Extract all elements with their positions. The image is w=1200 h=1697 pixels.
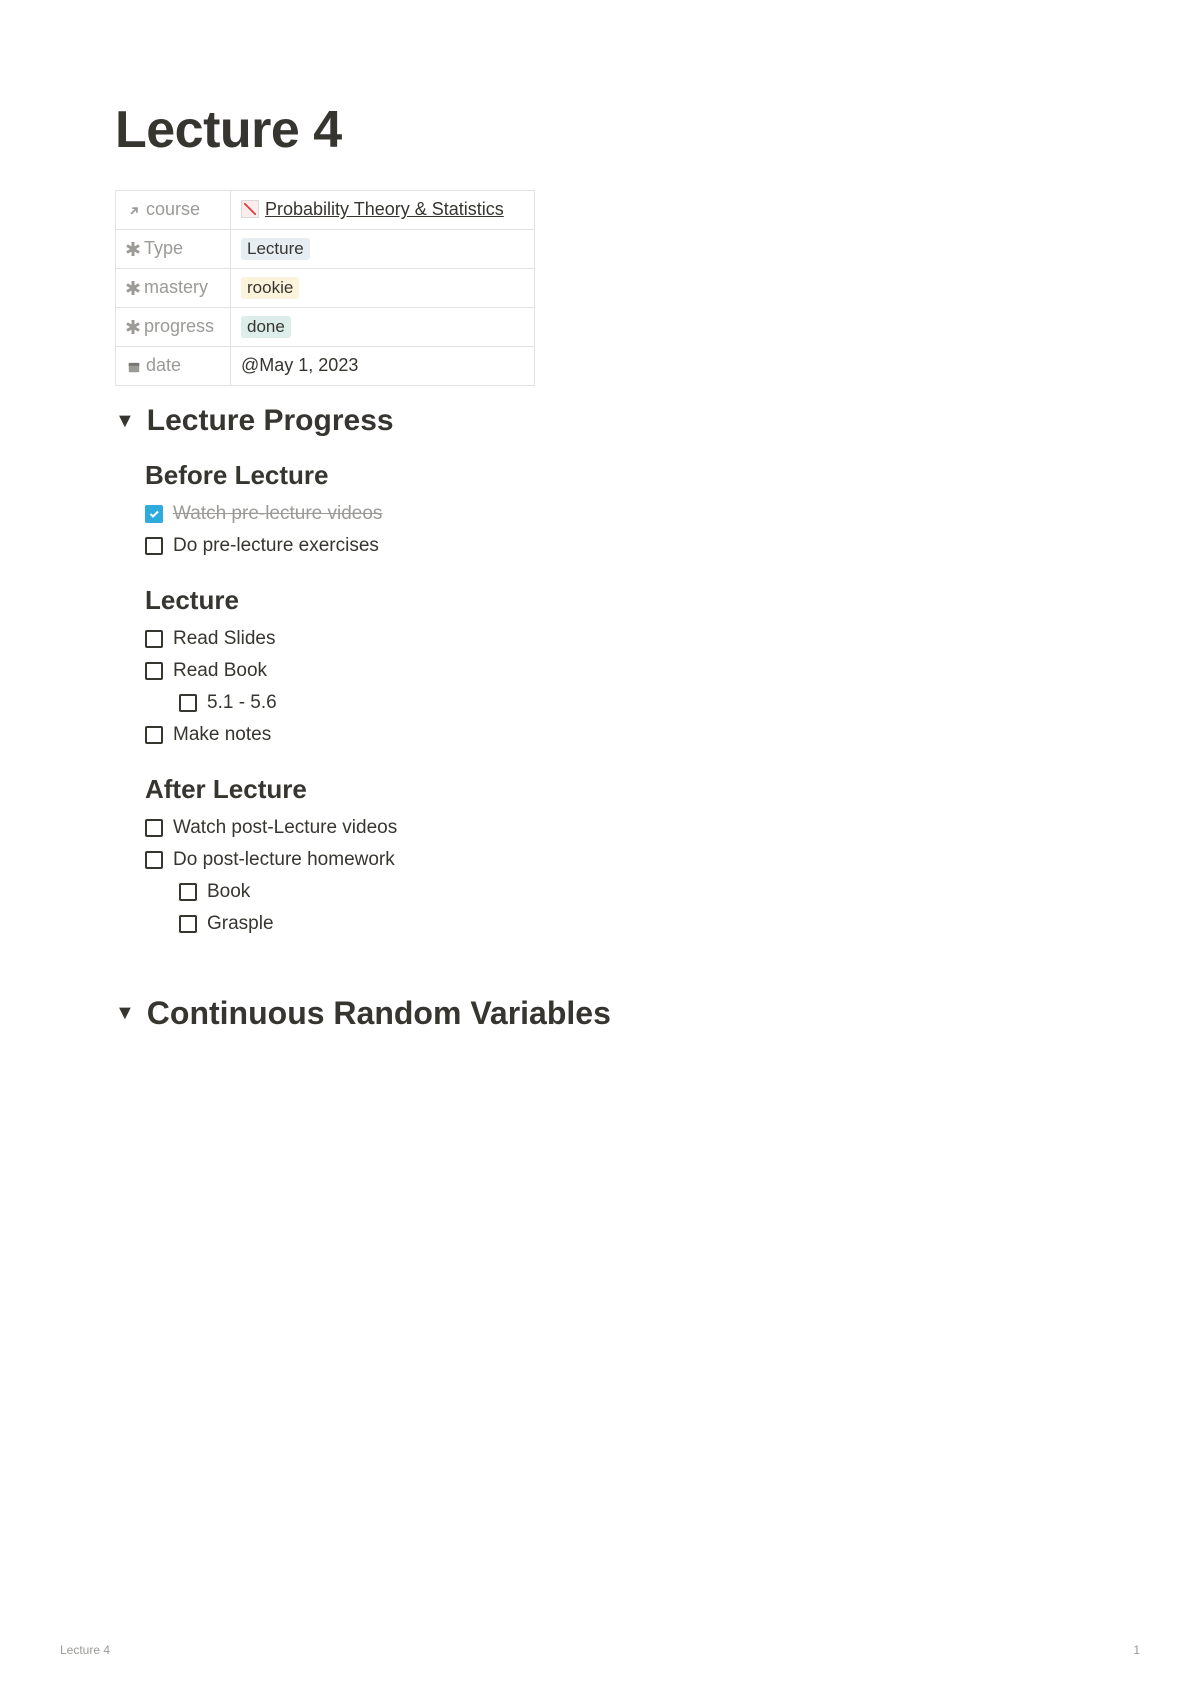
checkbox-icon[interactable] [179, 694, 197, 712]
section-progress: Before Lecture Watch pre-lecture videos … [145, 460, 1085, 935]
property-row-mastery: mastery rookie [116, 268, 535, 307]
property-value-progress[interactable]: done [231, 307, 535, 346]
todo-label: Watch pre-lecture videos [173, 503, 382, 525]
property-row-type: Type Lecture [116, 229, 535, 268]
todo-item[interactable]: Read Slides [145, 628, 1085, 650]
chevron-down-icon: ▼ [115, 411, 135, 431]
todo-label: Read Book [173, 660, 267, 682]
todo-label: Watch post-Lecture videos [173, 817, 397, 839]
property-row-course: course Probability Theory & Statistics [116, 191, 535, 230]
todo-item[interactable]: Do pre-lecture exercises [145, 535, 1085, 557]
checkbox-icon[interactable] [145, 819, 163, 837]
property-value-type[interactable]: Lecture [231, 229, 535, 268]
checkbox-icon[interactable] [145, 537, 163, 555]
property-label: progress [144, 316, 214, 336]
property-key-date: date [116, 346, 231, 385]
checkbox-icon[interactable] [145, 851, 163, 869]
toggle-heading-content[interactable]: ▼ Continuous Random Variables [115, 995, 1085, 1032]
property-key-course: course [116, 191, 231, 230]
todo-item[interactable]: Grasple [179, 913, 1085, 935]
footer-page-number: 1 [1133, 1643, 1140, 1657]
select-icon [126, 320, 140, 334]
todo-item[interactable]: Watch pre-lecture videos [145, 503, 1085, 525]
checkbox-checked-icon[interactable] [145, 505, 163, 523]
property-label: date [146, 355, 181, 375]
todo-label: Book [207, 881, 250, 903]
checkbox-icon[interactable] [145, 726, 163, 744]
property-row-progress: progress done [116, 307, 535, 346]
chevron-down-icon: ▼ [115, 1003, 135, 1023]
tag-type: Lecture [241, 238, 310, 260]
property-row-date: date @May 1, 2023 [116, 346, 535, 385]
todo-item[interactable]: Do post-lecture homework [145, 849, 1085, 871]
checkbox-icon[interactable] [179, 883, 197, 901]
property-key-type: Type [116, 229, 231, 268]
todo-label: Read Slides [173, 628, 275, 650]
property-value-mastery[interactable]: rookie [231, 268, 535, 307]
property-key-progress: progress [116, 307, 231, 346]
checkbox-icon[interactable] [145, 662, 163, 680]
todo-item[interactable]: 5.1 - 5.6 [179, 692, 1085, 714]
property-label: mastery [144, 277, 208, 297]
properties-table: course Probability Theory & Statistics T… [115, 190, 535, 386]
property-label: Type [144, 238, 183, 258]
page: Lecture 4 course Probability Theory & St… [0, 0, 1200, 1697]
select-icon [126, 281, 140, 295]
subheading-after: After Lecture [145, 774, 1085, 805]
date-value: @May 1, 2023 [241, 355, 358, 375]
subheading-lecture: Lecture [145, 585, 1085, 616]
footer-title: Lecture 4 [60, 1643, 110, 1657]
checkbox-icon[interactable] [179, 915, 197, 933]
property-value-date[interactable]: @May 1, 2023 [231, 346, 535, 385]
page-footer: Lecture 4 1 [60, 1643, 1140, 1657]
page-title: Lecture 4 [115, 100, 1085, 160]
tag-mastery: rookie [241, 277, 299, 299]
todo-item[interactable]: Watch post-Lecture videos [145, 817, 1085, 839]
property-label: course [146, 199, 200, 219]
todo-item[interactable]: Make notes [145, 724, 1085, 746]
tag-progress: done [241, 316, 291, 338]
toggle-heading-label: Continuous Random Variables [147, 995, 611, 1032]
chart-icon [241, 200, 259, 218]
todo-item[interactable]: Book [179, 881, 1085, 903]
select-icon [126, 242, 140, 256]
property-value-course[interactable]: Probability Theory & Statistics [231, 191, 535, 230]
property-key-mastery: mastery [116, 268, 231, 307]
calendar-icon [126, 356, 142, 377]
todo-label: Grasple [207, 913, 274, 935]
subheading-before: Before Lecture [145, 460, 1085, 491]
todo-item[interactable]: Read Book [145, 660, 1085, 682]
todo-label: Make notes [173, 724, 271, 746]
todo-label: Do post-lecture homework [173, 849, 395, 871]
todo-label: Do pre-lecture exercises [173, 535, 379, 557]
toggle-heading-label: Lecture Progress [147, 404, 394, 438]
course-link[interactable]: Probability Theory & Statistics [265, 199, 504, 219]
toggle-heading-progress[interactable]: ▼ Lecture Progress [115, 404, 1085, 438]
todo-label: 5.1 - 5.6 [207, 692, 277, 714]
checkbox-icon[interactable] [145, 630, 163, 648]
relation-icon [126, 200, 142, 221]
